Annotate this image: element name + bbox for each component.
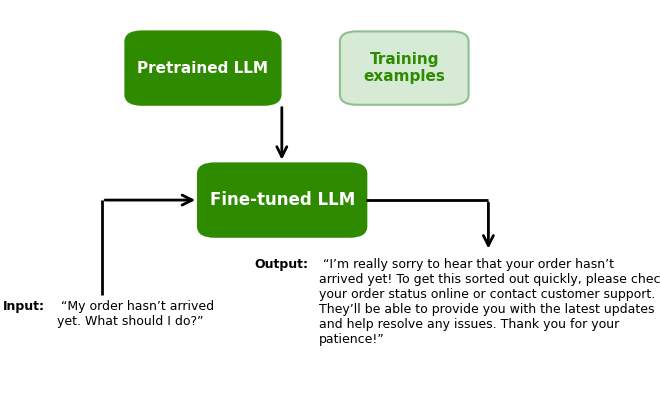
Text: “My order hasn’t arrived
yet. What should I do?”: “My order hasn’t arrived yet. What shoul… xyxy=(57,300,214,328)
Text: Pretrained LLM: Pretrained LLM xyxy=(137,61,269,75)
FancyBboxPatch shape xyxy=(198,163,366,237)
Text: Input:: Input: xyxy=(3,300,46,313)
Text: Output:: Output: xyxy=(254,258,308,271)
Text: “I’m really sorry to hear that your order hasn’t
arrived yet! To get this sorted: “I’m really sorry to hear that your orde… xyxy=(319,258,660,346)
Text: Fine-tuned LLM: Fine-tuned LLM xyxy=(209,191,355,209)
FancyBboxPatch shape xyxy=(340,31,469,105)
FancyBboxPatch shape xyxy=(125,31,280,105)
Text: Training
examples: Training examples xyxy=(363,52,446,84)
